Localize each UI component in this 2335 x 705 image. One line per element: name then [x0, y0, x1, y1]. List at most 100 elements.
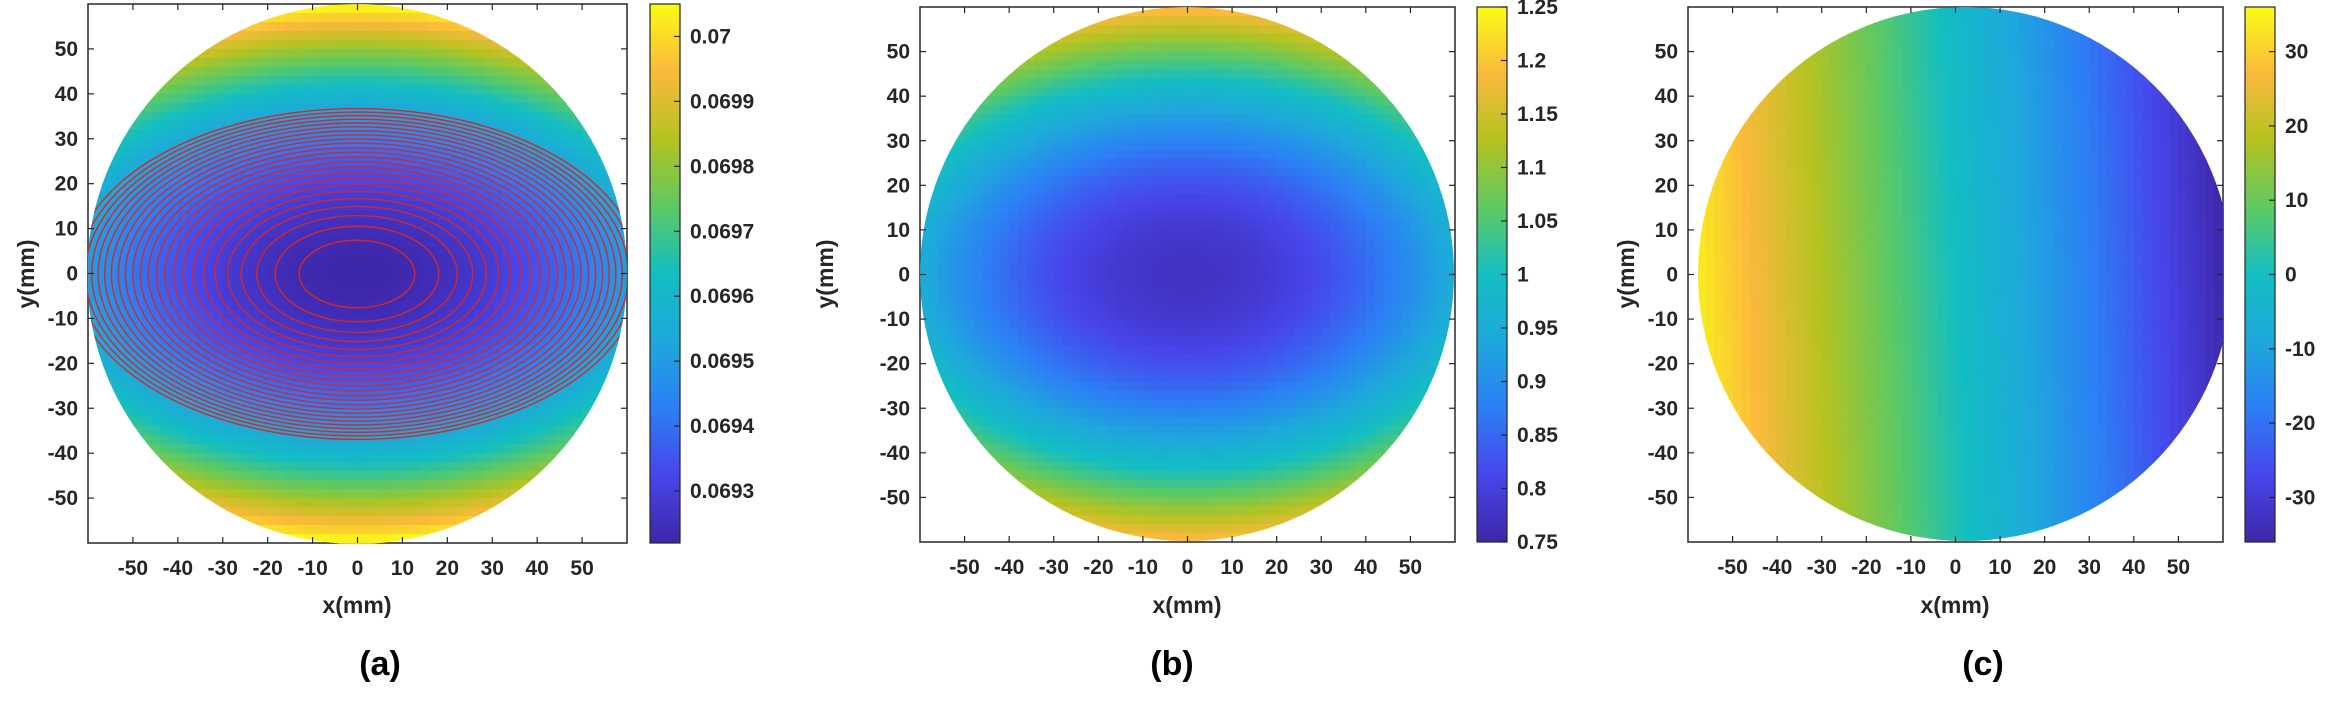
heatmap-cell — [330, 264, 341, 275]
heatmap-cell — [249, 57, 260, 68]
heatmap-cell — [465, 228, 475, 239]
heatmap-cell — [339, 363, 350, 374]
heatmap-cell — [339, 174, 350, 185]
heatmap-cell — [555, 417, 565, 427]
heatmap-cell — [555, 183, 565, 194]
heatmap-cell — [555, 282, 565, 293]
heatmap-cell — [991, 131, 1001, 142]
heatmap-cell — [177, 102, 188, 113]
heatmap-cell — [964, 158, 975, 169]
heatmap-cell — [123, 363, 134, 374]
heatmap-cell — [438, 66, 449, 77]
heatmap-cell — [982, 105, 993, 115]
heatmap-cell — [510, 75, 520, 86]
heatmap-cell — [1062, 256, 1073, 267]
heatmap-cell — [1080, 506, 1091, 516]
heatmap-cell — [366, 435, 377, 445]
heatmap-cell — [1098, 452, 1108, 463]
heatmap-cell — [591, 246, 601, 257]
heatmap-cell — [501, 156, 511, 167]
heatmap-cell — [438, 453, 449, 463]
heatmap-cell — [1089, 488, 1100, 499]
heatmap-cell — [1053, 60, 1064, 71]
heatmap-cell — [946, 194, 957, 204]
heatmap-cell — [528, 282, 538, 293]
heatmap-cell — [982, 292, 993, 302]
heatmap-cell — [330, 426, 341, 436]
heatmap-cell — [105, 372, 116, 382]
heatmap-cell — [420, 57, 431, 68]
heatmap-cell — [537, 156, 547, 167]
heatmap-cell — [447, 57, 458, 68]
heatmap-cell — [88, 228, 98, 239]
heatmap-cell — [321, 165, 332, 176]
heatmap-cell — [213, 201, 224, 212]
heatmap-cell — [204, 273, 215, 284]
heatmap-cell — [168, 435, 179, 445]
heatmap-cell — [1053, 426, 1064, 436]
heatmap-cell — [465, 111, 475, 122]
heatmap-cell — [1080, 96, 1091, 106]
heatmap-cell — [195, 102, 206, 113]
heatmap-cell — [510, 57, 520, 68]
heatmap-cell — [402, 138, 413, 149]
heatmap-cell — [1080, 131, 1091, 142]
heatmap-cell — [492, 435, 502, 445]
heatmap-cell — [213, 399, 224, 409]
heatmap-cell — [573, 264, 583, 275]
heatmap-cell — [555, 345, 565, 356]
heatmap-cell — [276, 228, 287, 239]
heatmap-cell — [150, 345, 161, 356]
heatmap-cell — [609, 237, 619, 248]
heatmap-cell — [1098, 212, 1108, 222]
heatmap-cell — [465, 174, 475, 185]
heatmap-cell — [285, 120, 296, 131]
heatmap-cell — [564, 399, 574, 409]
heatmap-cell — [384, 147, 395, 158]
heatmap-cell — [411, 174, 422, 185]
heatmap-cell — [1053, 336, 1064, 347]
heatmap-cell — [501, 66, 511, 77]
heatmap-cell — [564, 426, 574, 436]
heatmap-cell — [132, 291, 143, 302]
heatmap-cell — [420, 471, 431, 481]
heatmap-cell — [1009, 203, 1019, 213]
heatmap-cell — [402, 489, 413, 499]
heatmap-cell — [384, 102, 395, 113]
heatmap-cell — [375, 318, 386, 329]
heatmap-cell — [456, 372, 466, 382]
heatmap-cell — [294, 318, 305, 329]
heatmap-cell — [114, 174, 125, 185]
heatmap-cell — [1098, 69, 1108, 80]
heatmap-cell — [213, 363, 224, 374]
heatmap-cell — [384, 507, 395, 517]
heatmap-cell — [321, 345, 332, 356]
heatmap-cell — [249, 219, 260, 230]
heatmap-cell — [1089, 354, 1100, 365]
heatmap-cell — [573, 210, 583, 221]
heatmap-cell — [1053, 479, 1064, 490]
heatmap-cell — [393, 390, 404, 400]
heatmap-cell — [447, 102, 458, 113]
heatmap-cell — [447, 327, 458, 338]
heatmap-cell — [375, 57, 386, 68]
heatmap-cell — [384, 444, 395, 454]
heatmap-cell — [492, 111, 502, 122]
heatmap-cell — [582, 246, 592, 257]
heatmap-cell — [1000, 381, 1010, 392]
heatmap-cell — [1018, 319, 1028, 329]
heatmap-cell — [420, 399, 431, 409]
heatmap-cell — [420, 282, 431, 293]
heatmap-cell — [339, 255, 350, 266]
heatmap-cell — [213, 345, 224, 356]
heatmap-cell — [222, 309, 233, 320]
heatmap-cell — [429, 75, 440, 86]
heatmap-cell — [982, 426, 993, 436]
colorbar-tick-label: 0.0693 — [690, 480, 754, 503]
heatmap-cell — [240, 57, 251, 68]
heatmap-cell — [973, 435, 984, 445]
heatmap-cell — [1071, 408, 1082, 418]
heatmap-cell — [600, 237, 610, 248]
heatmap-cell — [285, 462, 296, 472]
heatmap-cell — [294, 354, 305, 365]
